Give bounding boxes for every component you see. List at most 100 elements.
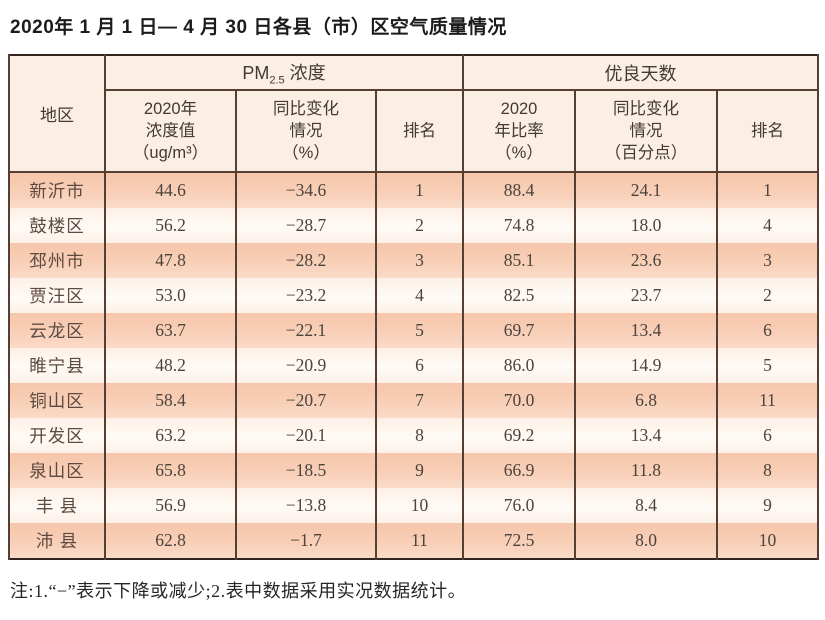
cell-pm-value: 62.8: [104, 523, 237, 559]
cell-good-rank: 3: [716, 243, 820, 278]
cell-region: 泉山区: [8, 453, 106, 488]
air-quality-table: 地区 PM2.5 浓度 优良天数 2020年 浓度值 （ug/m³） 同比变化 …: [8, 54, 820, 560]
cell-region: 沛 县: [8, 523, 106, 559]
cell-good-rank: 5: [716, 348, 820, 383]
cell-good-rate: 85.1: [462, 243, 577, 278]
column-header-good-rank: 排名: [716, 90, 820, 172]
cell-pm-rank: 10: [374, 488, 465, 523]
table-row: 睢宁县 48.2 −20.9 6 86.0 14.9 5: [8, 348, 820, 383]
cell-pm-value: 53.0: [104, 278, 237, 313]
cell-good-rate: 69.7: [462, 313, 577, 348]
cell-region: 贾汪区: [8, 278, 106, 313]
cell-pm-change: −13.8: [235, 488, 377, 523]
cell-pm-rank: 4: [374, 278, 465, 313]
cell-good-change: 8.4: [574, 488, 719, 523]
cell-pm-rank: 9: [374, 453, 465, 488]
cell-pm-change: −28.7: [235, 208, 377, 243]
cell-good-rank: 6: [716, 313, 820, 348]
table-row: 开发区 63.2 −20.1 8 69.2 13.4 6: [8, 418, 820, 453]
cell-good-rank: 4: [716, 208, 820, 243]
page: 2020年 1 月 1 日— 4 月 30 日各县（市）区空气质量情况 地区 P…: [8, 17, 820, 601]
cell-pm-value: 58.4: [104, 383, 237, 418]
cell-pm-rank: 3: [374, 243, 465, 278]
cell-pm-change: −34.6: [235, 172, 377, 208]
table-row: 邳州市 47.8 −28.2 3 85.1 23.6 3: [8, 243, 820, 278]
cell-pm-change: −18.5: [235, 453, 377, 488]
cell-good-rank: 11: [716, 383, 820, 418]
cell-good-change: 23.6: [574, 243, 719, 278]
page-title: 2020年 1 月 1 日— 4 月 30 日各县（市）区空气质量情况: [10, 17, 507, 38]
table-row: 铜山区 58.4 −20.7 7 70.0 6.8 11: [8, 383, 820, 418]
cell-good-rate: 66.9: [462, 453, 577, 488]
column-header-region: 地区: [8, 55, 106, 172]
column-group-pm25: PM2.5 浓度: [103, 55, 465, 91]
cell-good-rate: 86.0: [462, 348, 577, 383]
table-row: 贾汪区 53.0 −23.2 4 82.5 23.7 2: [8, 278, 820, 313]
table-header: 地区 PM2.5 浓度 优良天数 2020年 浓度值 （ug/m³） 同比变化 …: [8, 55, 820, 172]
cell-pm-change: −22.1: [235, 313, 377, 348]
cell-good-rate: 69.2: [462, 418, 577, 453]
cell-pm-change: −20.9: [235, 348, 377, 383]
cell-good-rate: 76.0: [462, 488, 577, 523]
cell-pm-change: −23.2: [235, 278, 377, 313]
cell-pm-value: 63.2: [104, 418, 237, 453]
cell-good-change: 6.8: [574, 383, 719, 418]
cell-pm-change: −20.7: [235, 383, 377, 418]
table-body: 新沂市 44.6 −34.6 1 88.4 24.1 1 鼓楼区 56.2 −2…: [8, 172, 820, 559]
cell-good-change: 11.8: [574, 453, 719, 488]
table-row: 云龙区 63.7 −22.1 5 69.7 13.4 6: [8, 313, 820, 348]
cell-good-rate: 88.4: [462, 172, 577, 208]
footnote: 注:1.“−”表示下降或减少;2.表中数据采用实况数据统计。: [10, 581, 467, 601]
cell-pm-change: −28.2: [235, 243, 377, 278]
cell-pm-rank: 1: [374, 172, 465, 208]
cell-good-change: 24.1: [574, 172, 719, 208]
table-row: 新沂市 44.6 −34.6 1 88.4 24.1 1: [8, 172, 820, 208]
table-row: 泉山区 65.8 −18.5 9 66.9 11.8 8: [8, 453, 820, 488]
cell-pm-change: −20.1: [235, 418, 377, 453]
table-row: 沛 县 62.8 −1.7 11 72.5 8.0 10: [8, 523, 820, 559]
header-sub-row: 2020年 浓度值 （ug/m³） 同比变化 情况 （%） 排名 2020 年比…: [9, 90, 820, 172]
cell-region: 鼓楼区: [8, 208, 106, 243]
cell-pm-rank: 5: [374, 313, 465, 348]
cell-region: 丰 县: [8, 488, 106, 523]
cell-good-rate: 70.0: [462, 383, 577, 418]
cell-good-rank: 2: [716, 278, 820, 313]
cell-region: 睢宁县: [8, 348, 106, 383]
cell-good-rank: 1: [716, 172, 820, 208]
cell-pm-rank: 2: [374, 208, 465, 243]
cell-good-change: 13.4: [574, 313, 719, 348]
column-header-pm-rank: 排名: [374, 90, 465, 172]
pm25-label-subscript: 2.5: [269, 74, 285, 87]
cell-pm-rank: 11: [374, 523, 465, 559]
cell-good-rate: 74.8: [462, 208, 577, 243]
cell-pm-rank: 6: [374, 348, 465, 383]
cell-region: 邳州市: [8, 243, 106, 278]
cell-good-rate: 72.5: [462, 523, 577, 559]
cell-good-rank: 10: [716, 523, 820, 559]
cell-region: 铜山区: [8, 383, 106, 418]
cell-good-change: 14.9: [574, 348, 719, 383]
table-row: 鼓楼区 56.2 −28.7 2 74.8 18.0 4: [8, 208, 820, 243]
table-row: 丰 县 56.9 −13.8 10 76.0 8.4 9: [8, 488, 820, 523]
cell-good-change: 23.7: [574, 278, 719, 313]
cell-pm-rank: 8: [374, 418, 465, 453]
cell-pm-value: 63.7: [104, 313, 237, 348]
cell-good-rank: 6: [716, 418, 820, 453]
cell-pm-value: 44.6: [104, 172, 237, 208]
cell-pm-value: 56.2: [104, 208, 237, 243]
cell-pm-rank: 7: [374, 383, 465, 418]
cell-good-rank: 9: [716, 488, 820, 523]
cell-region: 云龙区: [8, 313, 106, 348]
header-group-row: 地区 PM2.5 浓度 优良天数: [8, 55, 820, 172]
cell-pm-value: 48.2: [104, 348, 237, 383]
column-header-good-rate: 2020 年比率 （%）: [462, 90, 577, 172]
column-header-pm-change: 同比变化 情况 （%）: [235, 90, 377, 172]
cell-pm-value: 56.9: [104, 488, 237, 523]
cell-good-change: 8.0: [574, 523, 719, 559]
cell-good-change: 13.4: [574, 418, 719, 453]
column-header-good-change: 同比变化 情况 （百分点）: [574, 90, 719, 172]
cell-good-change: 18.0: [574, 208, 719, 243]
cell-good-rank: 8: [716, 453, 820, 488]
cell-pm-change: −1.7: [235, 523, 377, 559]
cell-good-rate: 82.5: [462, 278, 577, 313]
